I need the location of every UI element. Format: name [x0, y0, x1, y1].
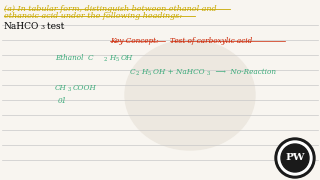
Text: 5: 5 — [148, 71, 151, 76]
Text: OH + NaHCO: OH + NaHCO — [153, 68, 204, 76]
Text: 2: 2 — [104, 57, 108, 62]
Text: Ethanol  C: Ethanol C — [55, 54, 93, 62]
Text: 01: 01 — [58, 97, 67, 105]
Text: PW: PW — [285, 152, 305, 161]
Text: 5: 5 — [116, 57, 119, 62]
Circle shape — [275, 138, 315, 178]
Text: COOH: COOH — [73, 84, 97, 92]
Text: OH: OH — [121, 54, 133, 62]
Text: Test of carboxylic acid: Test of carboxylic acid — [170, 37, 252, 45]
Text: test: test — [44, 22, 64, 31]
Text: ⟶  No-Reaction: ⟶ No-Reaction — [211, 68, 276, 76]
Text: H: H — [109, 54, 116, 62]
Text: 3: 3 — [207, 71, 210, 76]
Text: 3: 3 — [40, 25, 44, 30]
Circle shape — [278, 141, 312, 175]
Text: NaHCO: NaHCO — [4, 22, 39, 31]
Text: 2: 2 — [136, 71, 140, 76]
Text: C: C — [130, 68, 135, 76]
Text: CH: CH — [55, 84, 67, 92]
Text: (a) In tabular form, distinguish between ethanol and: (a) In tabular form, distinguish between… — [4, 5, 217, 13]
Ellipse shape — [125, 40, 255, 150]
Text: 3: 3 — [68, 87, 71, 92]
Text: ethanoic acid under the following headings:: ethanoic acid under the following headin… — [4, 12, 182, 20]
Circle shape — [281, 144, 309, 172]
Text: H: H — [141, 68, 148, 76]
Text: Key Concept:: Key Concept: — [110, 37, 158, 45]
